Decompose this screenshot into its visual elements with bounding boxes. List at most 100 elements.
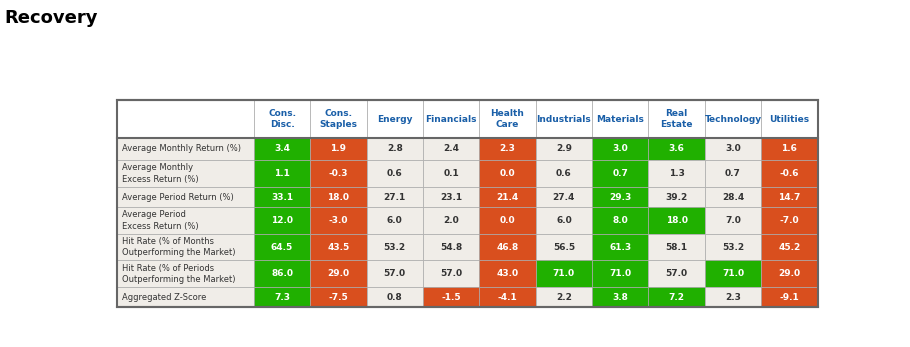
Text: 2.4: 2.4 [443, 144, 460, 153]
Text: 3.0: 3.0 [725, 144, 741, 153]
Text: -9.1: -9.1 [780, 293, 799, 302]
Bar [705, 138, 761, 160]
Text: 86.0: 86.0 [271, 269, 293, 278]
Text: 71.0: 71.0 [722, 269, 744, 278]
Bar [761, 207, 817, 234]
Bar [536, 207, 592, 234]
Bar [310, 100, 367, 138]
Text: 2.8: 2.8 [387, 144, 403, 153]
Bar [536, 234, 592, 261]
Text: 28.4: 28.4 [722, 193, 744, 202]
Text: 6.0: 6.0 [556, 216, 571, 225]
Text: 2.2: 2.2 [556, 293, 571, 302]
Text: 1.9: 1.9 [330, 144, 347, 153]
Text: 8.0: 8.0 [612, 216, 628, 225]
Text: 57.0: 57.0 [665, 269, 688, 278]
Bar [423, 138, 480, 160]
Text: 18.0: 18.0 [665, 216, 688, 225]
Text: 6.0: 6.0 [387, 216, 402, 225]
Bar [254, 287, 310, 307]
Bar [536, 187, 592, 207]
Bar [117, 234, 254, 261]
Text: 1.1: 1.1 [274, 169, 290, 178]
Bar [705, 187, 761, 207]
Bar [649, 287, 705, 307]
Text: 1.6: 1.6 [782, 144, 797, 153]
Bar [117, 187, 254, 207]
Bar [423, 187, 480, 207]
Bar [705, 234, 761, 261]
Bar [367, 138, 423, 160]
Bar [367, 234, 423, 261]
Bar [592, 187, 649, 207]
Bar [705, 207, 761, 234]
Text: 61.3: 61.3 [609, 243, 632, 252]
Text: Industrials: Industrials [537, 115, 592, 124]
Bar [536, 261, 592, 287]
Text: Real
Estate: Real Estate [661, 109, 693, 129]
Bar [423, 160, 480, 187]
Text: Recovery: Recovery [5, 9, 98, 27]
Bar [480, 160, 536, 187]
Text: 71.0: 71.0 [609, 269, 632, 278]
Bar [310, 138, 367, 160]
Text: -3.0: -3.0 [329, 216, 349, 225]
Bar [649, 187, 705, 207]
Text: 0.6: 0.6 [387, 169, 402, 178]
Text: Energy: Energy [377, 115, 412, 124]
Text: 0.1: 0.1 [443, 169, 459, 178]
Text: Cons.
Staples: Cons. Staples [319, 109, 358, 129]
Bar [117, 160, 254, 187]
Text: -0.6: -0.6 [780, 169, 799, 178]
Bar [592, 138, 649, 160]
Text: 57.0: 57.0 [384, 269, 406, 278]
Text: 3.8: 3.8 [612, 293, 628, 302]
Text: 43.5: 43.5 [328, 243, 349, 252]
Bar [310, 187, 367, 207]
Text: Hit Rate (% of Periods
Outperforming the Market): Hit Rate (% of Periods Outperforming the… [122, 264, 235, 284]
Text: 53.2: 53.2 [384, 243, 406, 252]
Bar [310, 160, 367, 187]
Bar [649, 138, 705, 160]
Bar [117, 207, 254, 234]
Text: 3.4: 3.4 [274, 144, 290, 153]
Text: 2.0: 2.0 [443, 216, 459, 225]
Bar [761, 234, 817, 261]
Text: Average Monthly Return (%): Average Monthly Return (%) [122, 144, 240, 153]
Text: Health
Care: Health Care [490, 109, 524, 129]
Bar [254, 234, 310, 261]
Bar [423, 100, 480, 138]
Text: 2.3: 2.3 [725, 293, 741, 302]
Bar [423, 234, 480, 261]
Bar [367, 187, 423, 207]
Bar [367, 207, 423, 234]
Text: 14.7: 14.7 [778, 193, 801, 202]
Bar [761, 138, 817, 160]
Text: 12.0: 12.0 [271, 216, 293, 225]
Text: -4.1: -4.1 [498, 293, 518, 302]
Text: -0.3: -0.3 [329, 169, 349, 178]
Bar [705, 160, 761, 187]
Bar [310, 207, 367, 234]
Bar [480, 207, 536, 234]
Bar [367, 160, 423, 187]
Bar [423, 261, 480, 287]
Bar [254, 138, 310, 160]
Bar [423, 207, 480, 234]
Text: 27.1: 27.1 [384, 193, 406, 202]
Bar [761, 160, 817, 187]
Bar [536, 100, 592, 138]
Bar [649, 160, 705, 187]
Bar [254, 187, 310, 207]
Text: 21.4: 21.4 [496, 193, 519, 202]
Text: 3.0: 3.0 [612, 144, 628, 153]
Text: 1.3: 1.3 [669, 169, 684, 178]
Bar [367, 287, 423, 307]
Text: 43.0: 43.0 [497, 269, 519, 278]
Bar [117, 261, 254, 287]
Bar [705, 100, 761, 138]
Bar [761, 100, 817, 138]
Bar [310, 261, 367, 287]
Text: Aggregated Z-Score: Aggregated Z-Score [122, 293, 206, 302]
Text: 2.9: 2.9 [556, 144, 571, 153]
